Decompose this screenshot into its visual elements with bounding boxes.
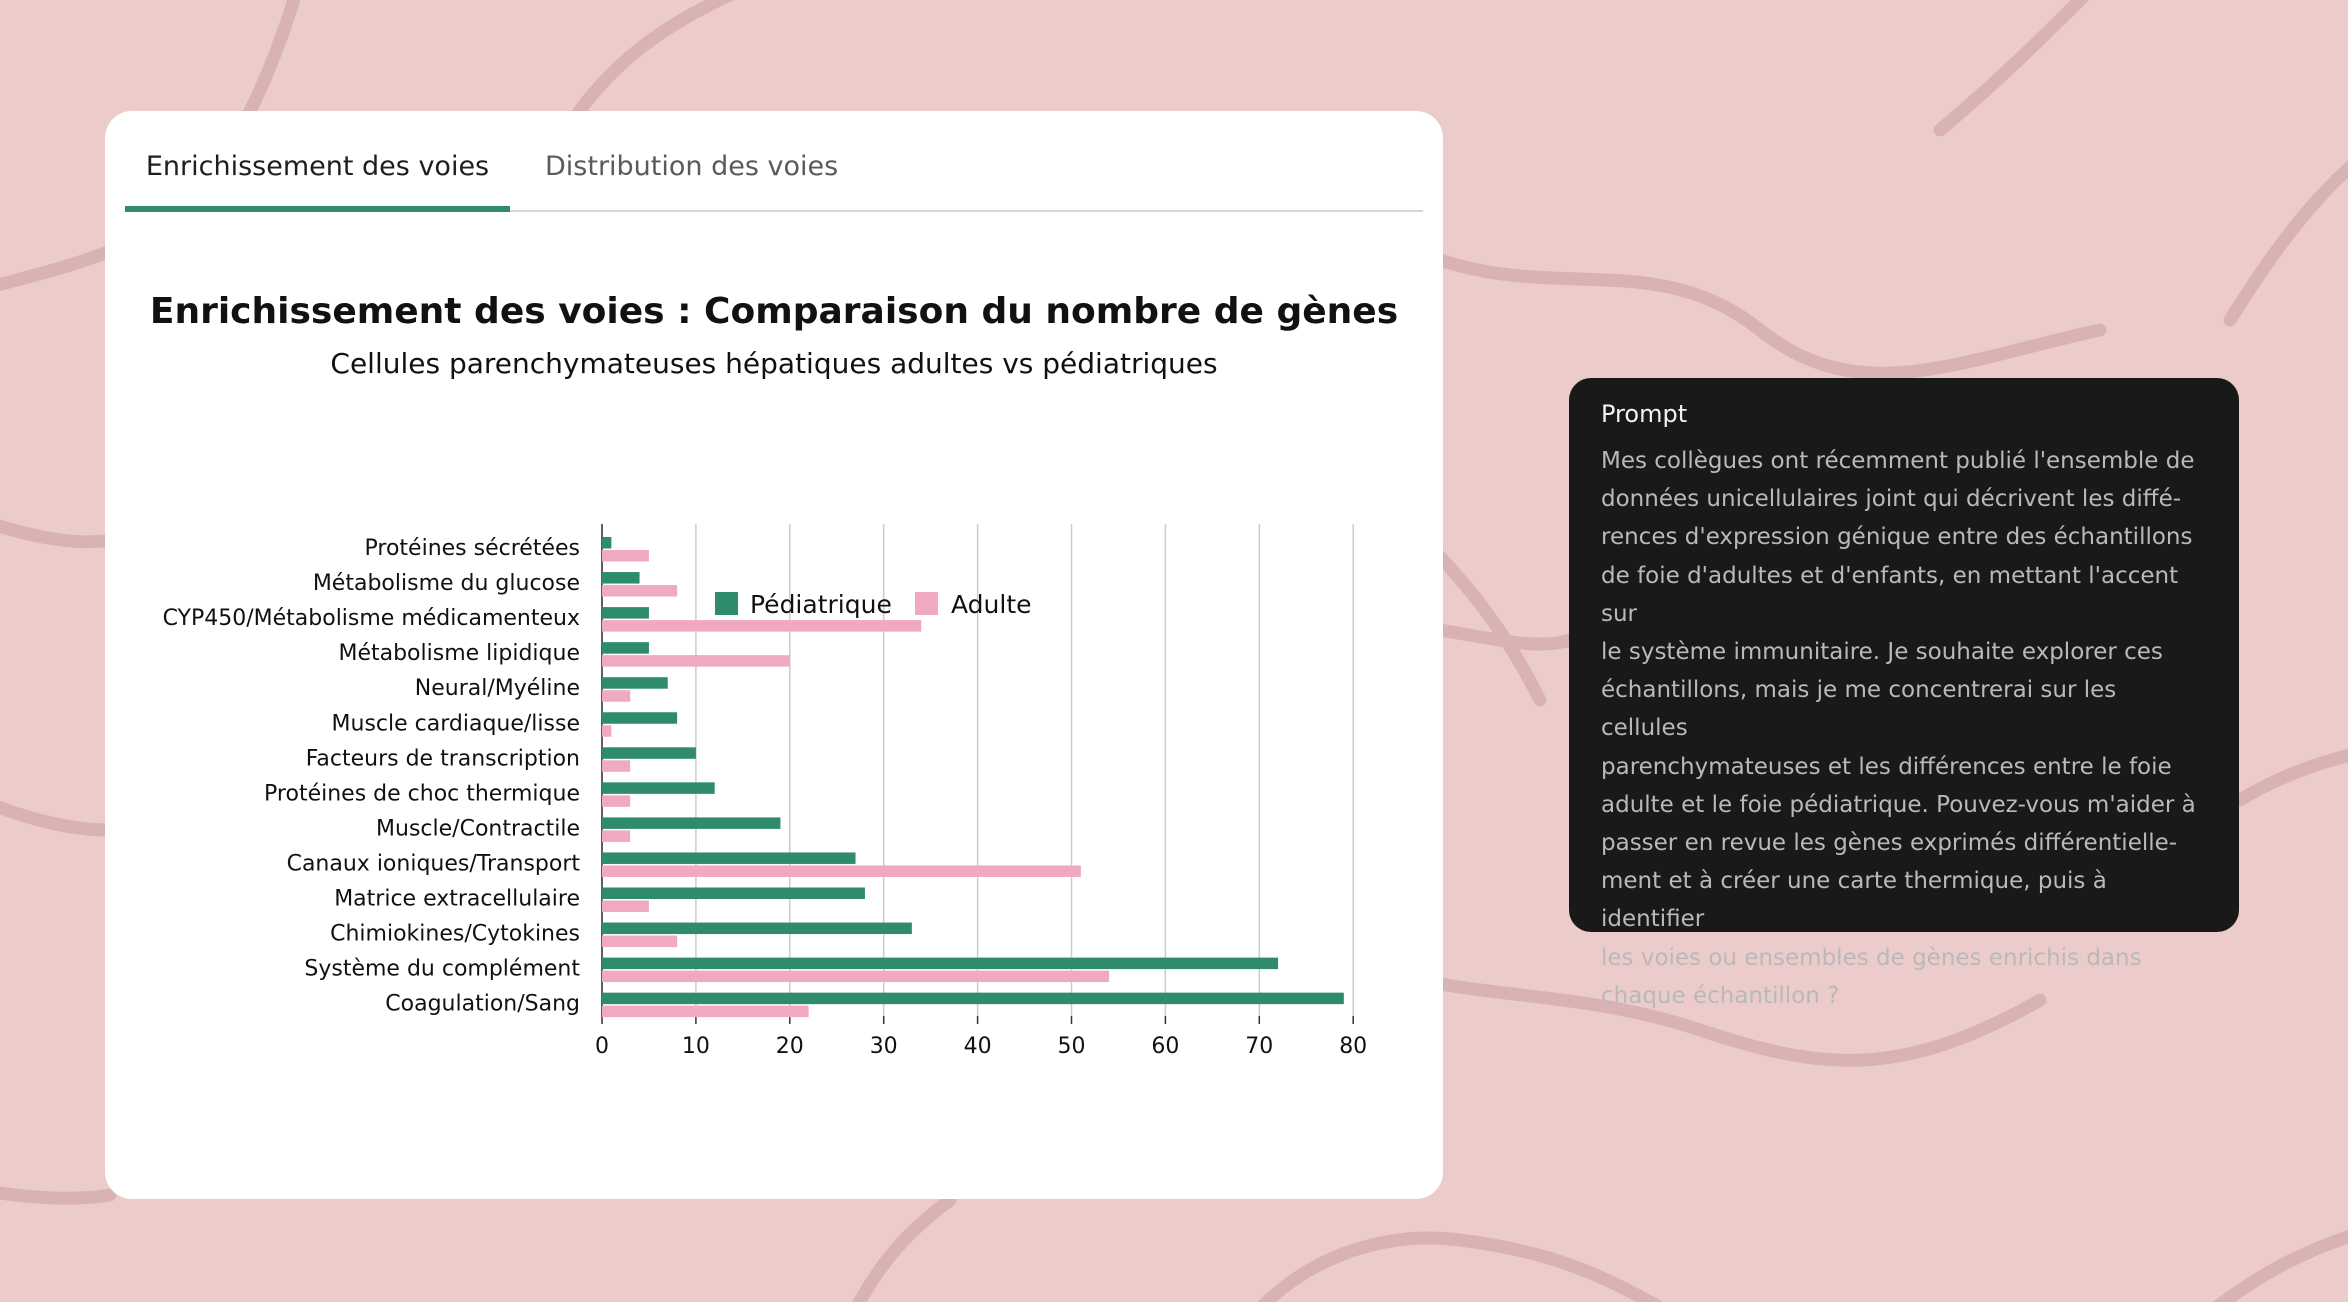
prompt-line: le système immunitaire. Je souhaite expl…: [1601, 639, 2163, 666]
bar-adult: [602, 620, 922, 632]
category-label: Coagulation/Sang: [385, 992, 580, 1017]
tab-bar: Enrichissement des voies Distribution de…: [125, 111, 1423, 212]
category-label: Facteurs de transcription: [306, 746, 580, 771]
legend-label: Pédiatrique: [750, 590, 892, 619]
prompt-line: adulte et le foie pédiatrique. Pouvez-vo…: [1601, 791, 2196, 818]
x-tick-label: 80: [1339, 1034, 1367, 1059]
chart-title: Enrichissement des voies : Comparaison d…: [149, 291, 1399, 332]
bar-adult: [602, 655, 790, 667]
prompt-line: échantillons, mais je me concentrerai su…: [1601, 677, 2117, 742]
bar-adult: [602, 760, 631, 772]
prompt-line: passer en revue les gènes exprimés diffé…: [1601, 830, 2178, 857]
bar-adult: [602, 935, 678, 948]
bar-chart: 0 10 20 30 40 50 60 70 80 Protéines sécrétées Méta…: [163, 524, 1367, 1059]
category-label: Muscle/Contractile: [376, 816, 580, 841]
bar-pediatric: [602, 712, 678, 724]
x-tick-label: 50: [1058, 1034, 1086, 1059]
x-tick-label: 20: [776, 1034, 804, 1059]
bar-pediatric: [602, 957, 1279, 970]
legend-label: Adulte: [951, 590, 1032, 619]
bar-pediatric: [602, 537, 612, 549]
tab-pathway-distribution[interactable]: Distribution des voies: [545, 151, 839, 182]
tab-pathway-enrichment[interactable]: Enrichissement des voies: [125, 111, 510, 212]
legend-swatch: [915, 592, 938, 615]
category-label: Protéines de choc thermique: [264, 781, 580, 806]
prompt-title: Prompt: [1601, 400, 1688, 428]
category-label: Muscle cardiaque/lisse: [332, 711, 580, 736]
category-label: Canaux ioniques/Transport: [287, 851, 581, 876]
x-tick-label: 70: [1245, 1034, 1273, 1059]
x-tick-label: 0: [595, 1034, 609, 1059]
bar-pediatric: [602, 817, 781, 829]
category-label: Métabolisme du glucose: [313, 571, 580, 596]
category-label: Matrice extracellulaire: [334, 887, 580, 912]
bar-pediatric: [602, 747, 696, 759]
bar-pediatric: [602, 922, 912, 935]
x-tick-label: 10: [682, 1034, 710, 1059]
prompt-line: de foie d'adultes et d'enfants, en metta…: [1601, 562, 2179, 627]
bar-pediatric: [602, 852, 856, 864]
category-label: Protéines sécrétées: [365, 536, 580, 561]
bar-adult: [602, 690, 631, 702]
bar-adult: [602, 550, 649, 562]
bar-adult: [602, 900, 649, 912]
prompt-text: Mes collègues ont récemment publié l'ens…: [1601, 442, 2209, 1015]
bar-pediatric: [602, 642, 649, 654]
x-tick-label: 40: [964, 1034, 992, 1059]
legend-swatch: [715, 592, 738, 615]
prompt-line: parenchymateuses et les différences entr…: [1601, 753, 2172, 780]
category-label: CYP450/Métabolisme médicamenteux: [163, 606, 580, 631]
bar-adult: [602, 1005, 809, 1018]
category-label: Neural/Myéline: [415, 676, 580, 701]
bar-pediatric: [602, 782, 715, 794]
prompt-line: données unicellulaires joint qui décrive…: [1601, 486, 2182, 513]
category-label: Métabolisme lipidique: [338, 641, 580, 666]
bar-pediatric: [602, 992, 1344, 1005]
bar-adult: [602, 725, 612, 737]
x-tick-label: 30: [870, 1034, 898, 1059]
prompt-line: les voies ou ensembles de gènes enrichis…: [1601, 944, 2142, 971]
chart-card: Enrichissement des voies Distribution de…: [105, 111, 1443, 1199]
category-label: Système du complément: [304, 957, 580, 982]
bar-pediatric: [602, 677, 668, 689]
bar-pediatric: [602, 887, 865, 899]
prompt-line: rences d'expression génique entre des éc…: [1601, 524, 2193, 551]
bar-adult: [602, 830, 631, 842]
prompt-line: chaque échantillon ?: [1601, 982, 1840, 1009]
x-tick-label: 60: [1151, 1034, 1179, 1059]
prompt-line: ment et à créer une carte thermique, pui…: [1601, 868, 2107, 933]
chart-subtitle: Cellules parenchymateuses hépatiques adu…: [330, 347, 1218, 380]
bar-adult: [602, 795, 631, 807]
category-label: Chimiokines/Cytokines: [330, 922, 580, 947]
bar-adult: [602, 585, 678, 597]
bar-pediatric: [602, 572, 640, 584]
bar-pediatric: [602, 607, 649, 619]
prompt-line: Mes collègues ont récemment publié l'ens…: [1601, 448, 2195, 474]
prompt-panel: Prompt Mes collègues ont récemment publi…: [1569, 378, 2239, 1009]
bar-adult: [602, 970, 1110, 983]
bar-adult: [602, 865, 1081, 877]
